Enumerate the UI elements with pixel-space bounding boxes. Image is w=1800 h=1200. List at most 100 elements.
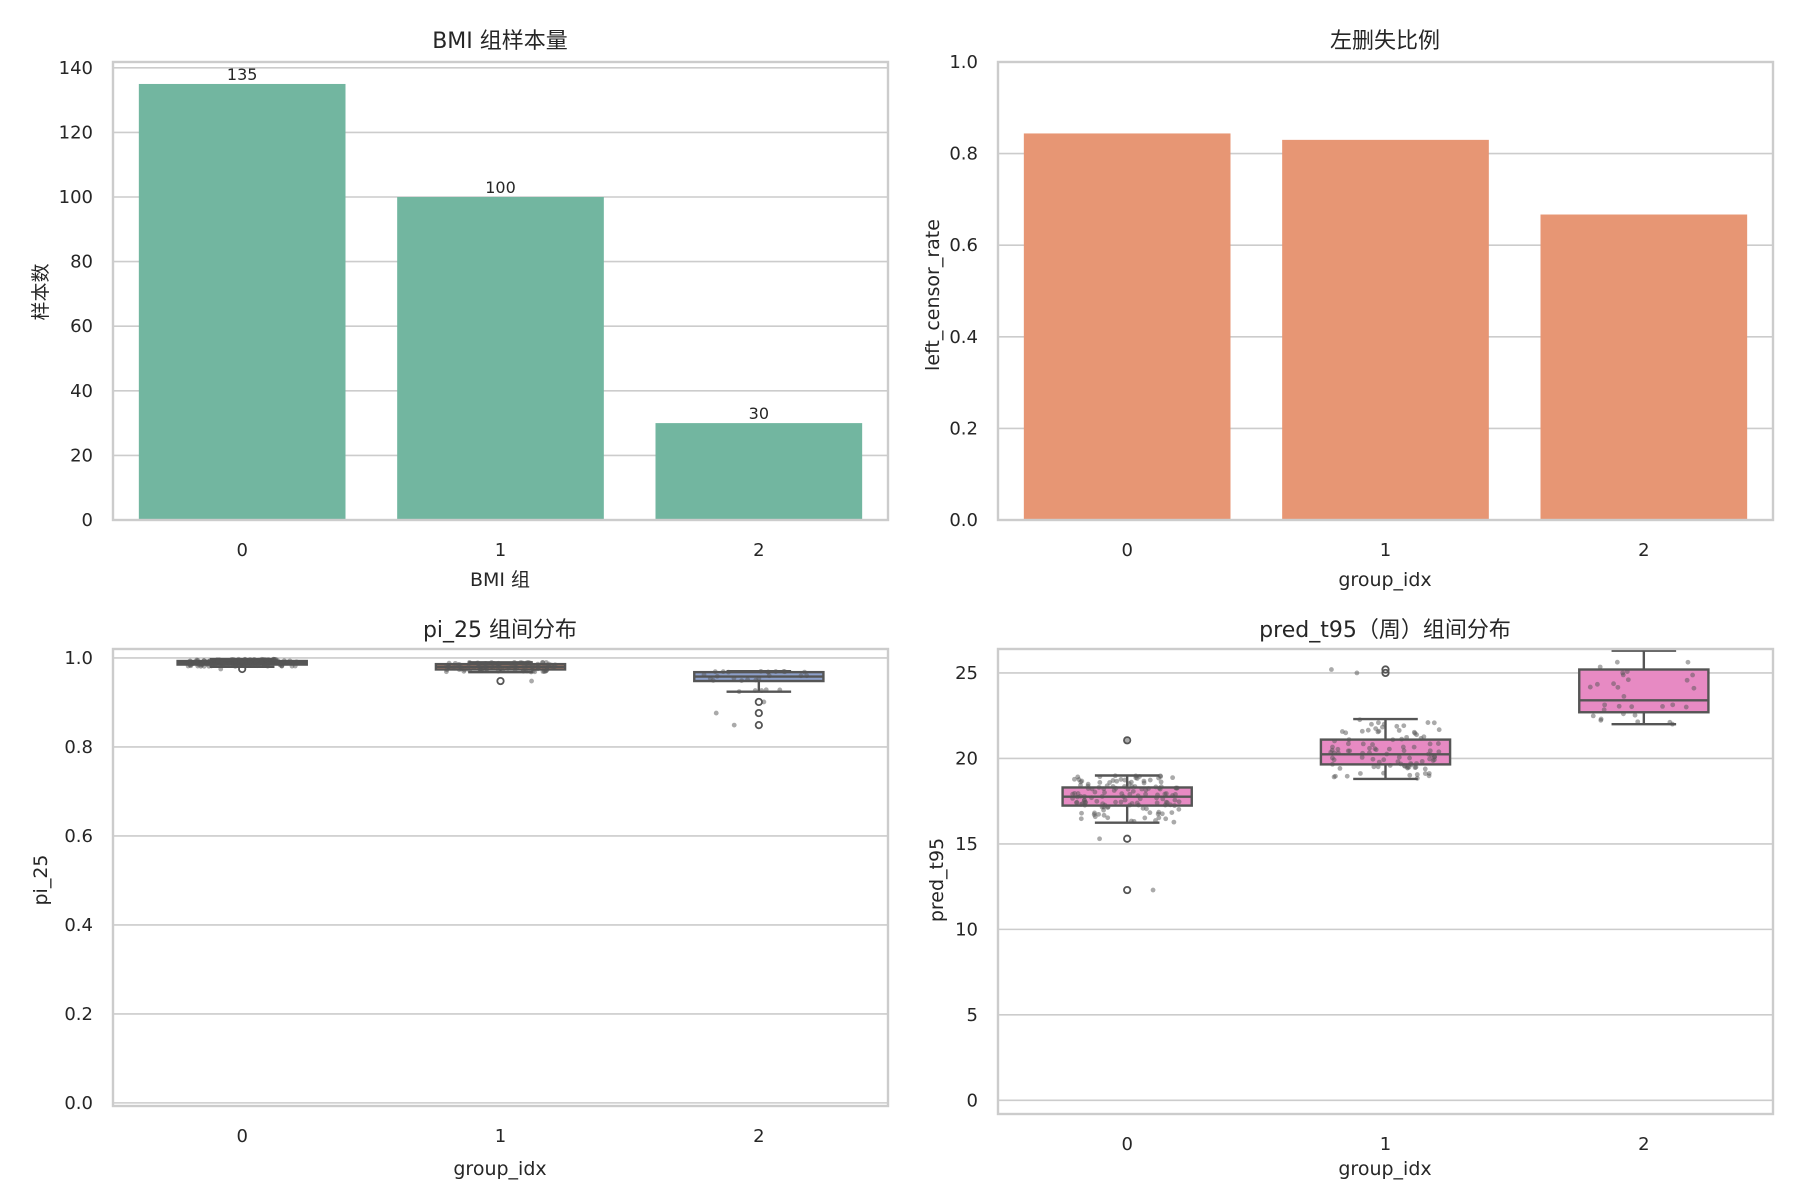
strip-point xyxy=(226,661,232,666)
strip-point xyxy=(1621,711,1626,717)
strip-point xyxy=(1386,746,1392,752)
strip-point xyxy=(1331,774,1337,780)
x-tick-label: 1 xyxy=(1380,540,1391,561)
strip-point xyxy=(1401,748,1407,754)
bars xyxy=(1023,133,1748,521)
strip-point xyxy=(1332,738,1337,744)
strip-point xyxy=(1624,669,1630,674)
outlier-marker xyxy=(1123,885,1132,895)
x-tick-label: 1 xyxy=(1380,1134,1391,1155)
strip-point xyxy=(1070,791,1076,797)
strip-point xyxy=(529,678,534,684)
strip-point xyxy=(444,663,450,669)
strip-point xyxy=(739,678,745,684)
strip-point xyxy=(1401,723,1407,729)
bar-value-label: 135 xyxy=(227,65,258,84)
y-tick-label: 25 xyxy=(955,663,978,684)
strip-point xyxy=(1365,727,1371,733)
strip-point xyxy=(1394,723,1400,729)
strip-point xyxy=(1354,670,1360,676)
strip-point xyxy=(247,660,253,665)
strip-point xyxy=(518,660,524,665)
strip-point xyxy=(1344,773,1350,779)
strip-point xyxy=(467,668,472,673)
strip-point xyxy=(233,663,239,669)
strip-point xyxy=(1370,756,1376,762)
strip-point xyxy=(1089,786,1095,792)
strip-point xyxy=(1170,775,1176,781)
y-tick-label: 20 xyxy=(955,748,978,769)
strip-point xyxy=(1074,800,1079,806)
strip-point xyxy=(736,689,742,694)
strip-point xyxy=(1124,737,1130,743)
strip-point xyxy=(1112,773,1118,779)
strip-point xyxy=(712,669,718,675)
strip-point xyxy=(259,659,265,665)
strip-point xyxy=(1154,795,1159,801)
strip-point xyxy=(1396,754,1402,760)
strip-point xyxy=(714,673,720,679)
x-axis-label: group_idx xyxy=(453,1158,546,1180)
strip-point xyxy=(1404,734,1410,740)
strip-point xyxy=(1092,810,1097,816)
outlier-marker xyxy=(1123,736,1132,745)
strip-point xyxy=(1127,791,1133,797)
strip-point xyxy=(1171,819,1177,825)
axes-frame xyxy=(996,647,1775,1116)
strip-point xyxy=(1329,667,1334,672)
strip-point xyxy=(193,658,199,664)
y-axis-label: pi_25 xyxy=(30,854,52,905)
strip-point xyxy=(731,675,737,681)
strip-point xyxy=(1129,784,1135,789)
strip-point xyxy=(1114,778,1120,784)
strip-point xyxy=(1133,773,1139,779)
strip-point xyxy=(802,669,807,675)
strip-point xyxy=(455,662,461,668)
strip-point xyxy=(242,659,248,665)
strip-point xyxy=(1422,766,1428,772)
strip-point xyxy=(1163,791,1169,796)
strip-point xyxy=(710,678,716,683)
strip-point xyxy=(1360,750,1365,756)
chart-title: pred_t95（周）组间分布 xyxy=(1259,618,1511,643)
strip-point xyxy=(201,658,207,663)
strip-point xyxy=(1156,815,1162,821)
strip-point xyxy=(1097,836,1102,842)
tick-labels: 0 5 10 15 20 25 0 1 2 xyxy=(955,663,1649,1155)
strip-point xyxy=(1134,800,1140,806)
y-tick-label: 5 xyxy=(967,1005,978,1026)
strip-point xyxy=(1335,750,1341,756)
strip-point xyxy=(1118,799,1124,805)
strip-point xyxy=(496,660,501,666)
strip-point xyxy=(1598,717,1604,723)
strip-point xyxy=(1414,761,1419,766)
strip-point xyxy=(500,667,506,673)
chart-pred-t95-boxplot: pred_t95（周）组间分布 group_idx pred_t95 05101… xyxy=(926,618,1775,1180)
strip-point xyxy=(506,665,512,671)
strip-point xyxy=(1099,794,1105,799)
strip-point xyxy=(1330,761,1335,767)
strip-point xyxy=(782,669,788,675)
strip-point xyxy=(1407,772,1413,778)
strip-point xyxy=(1345,748,1351,754)
strip-point xyxy=(1381,757,1387,763)
strip-point xyxy=(1121,794,1126,799)
box-group-2 xyxy=(693,668,825,730)
x-tick-label: 0 xyxy=(1121,540,1132,561)
y-tick-label: 0.4 xyxy=(949,327,978,348)
y-axis-label: 样本数 xyxy=(30,263,52,320)
strip-point xyxy=(1337,765,1343,771)
strip-point xyxy=(763,687,769,693)
strip-point xyxy=(1431,720,1437,726)
strip-point xyxy=(467,660,473,666)
strip-point xyxy=(285,660,291,666)
y-tick-label: 0.8 xyxy=(64,737,93,758)
y-tick-label: 15 xyxy=(955,834,978,855)
strip-point xyxy=(1174,785,1179,791)
strip-point xyxy=(1176,799,1182,805)
y-tick-label: 1.0 xyxy=(949,52,978,73)
outlier-marker xyxy=(496,676,505,686)
strip-point xyxy=(1407,755,1412,761)
strip-point xyxy=(1373,726,1379,732)
